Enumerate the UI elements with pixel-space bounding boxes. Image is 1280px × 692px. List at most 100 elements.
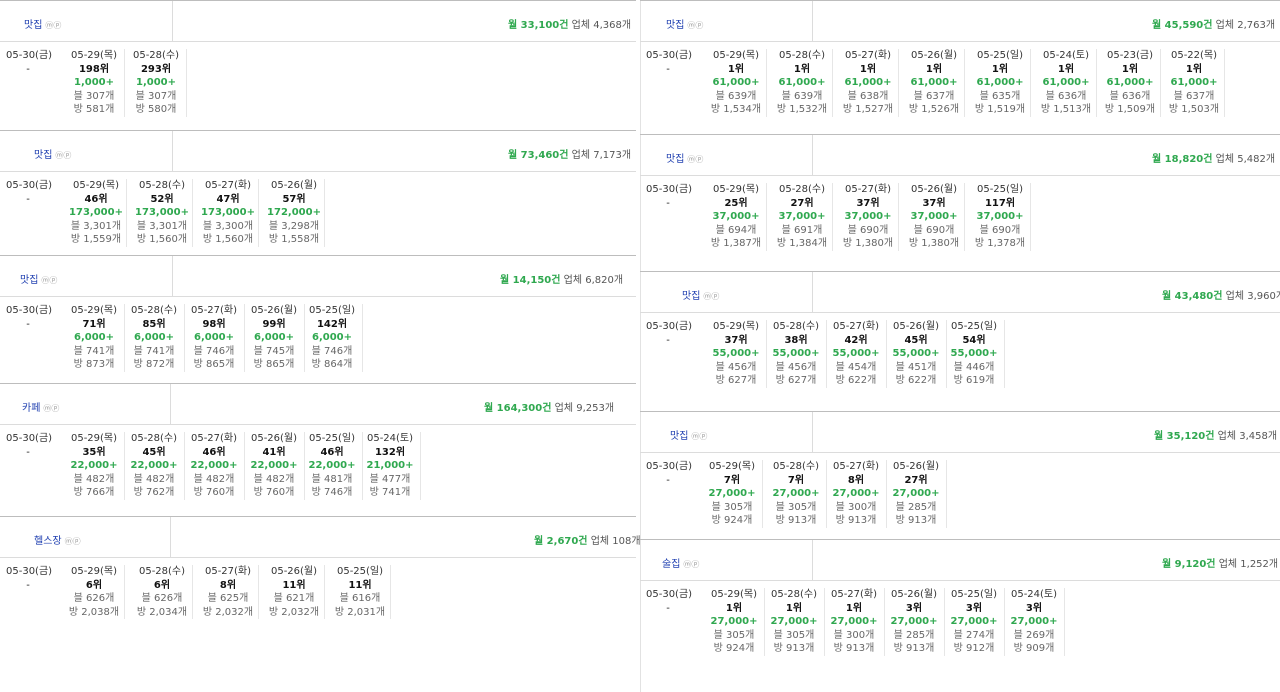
day-column: 05-27(화) 42위 55,000+ 블 454개 방 622개 <box>826 320 887 388</box>
day-date: 05-27(화) <box>190 305 238 316</box>
day-date: 05-23(금) <box>1106 50 1154 61</box>
day-date: 05-26(월) <box>910 184 958 195</box>
day-date: 05-30(금) <box>6 180 53 191</box>
monthly-volume: 월 43,480건 <box>1162 291 1223 302</box>
day-rank: 1위 <box>859 63 877 75</box>
keyword-link[interactable]: 맛집 ⓜⓟ <box>682 287 719 302</box>
day-rank: 85위 <box>142 318 166 330</box>
day-column: 05-27(화) 1위 61,000+ 블 638개 방 1,527개 <box>838 49 899 117</box>
bang-count: 방 1,380개 <box>842 238 894 249</box>
search-volume-summary: 월 2,670건 업체 108개 <box>534 532 641 547</box>
day-views: 22,000+ <box>308 460 356 471</box>
blog-count: 블 746개 <box>193 345 235 357</box>
day-views: 22,000+ <box>70 460 118 471</box>
day-views: 37,000+ <box>778 211 826 222</box>
day-column: 05-28(수) 38위 55,000+ 블 456개 방 627개 <box>766 320 827 388</box>
day-rank: 8위 <box>219 579 237 591</box>
bang-count: 방 762개 <box>133 487 175 498</box>
day-column-today: 05-30(금) - <box>646 320 692 347</box>
keyword-text[interactable]: 맛집 <box>666 20 685 31</box>
day-rank: 132위 <box>374 446 406 458</box>
panel-header: 카페 ⓜⓟ 월 164,300건 업체 9,253개 <box>0 384 636 425</box>
bang-count: 방 2,034개 <box>136 606 188 618</box>
keyword-link[interactable]: 맛집 ⓜⓟ <box>24 16 61 31</box>
panel-header: 맛집 ⓜⓟ 월 45,590건 업체 2,763개 <box>640 1 1280 42</box>
panel-header: 헬스장 ⓜⓟ 월 2,670건 업체 108개 <box>0 517 641 558</box>
day-views: 61,000+ <box>910 77 958 88</box>
day-views: 173,000+ <box>135 207 189 218</box>
day-views: 61,000+ <box>1106 77 1154 88</box>
panel-header: 맛집 ⓜⓟ 월 14,150건 업체 6,820개 <box>0 256 636 297</box>
day-rank-empty: - <box>26 318 30 330</box>
monthly-volume: 월 73,460건 <box>508 150 569 161</box>
day-rank: 1위 <box>925 63 943 75</box>
bang-count: 방 913개 <box>895 515 937 526</box>
keyword-link[interactable]: 카페 ⓜⓟ <box>22 399 59 414</box>
panel-header: 술집 ⓜⓟ 월 9,120건 업체 1,252개 <box>640 540 1280 581</box>
keyword-text[interactable]: 맛집 <box>20 275 39 286</box>
day-column: 05-26(월) 1위 61,000+ 블 637개 방 1,526개 <box>904 49 965 117</box>
bang-count: 방 909개 <box>1013 643 1055 654</box>
day-column: 05-25(일) 54위 55,000+ 블 446개 방 619개 <box>944 320 1005 388</box>
day-rank: 37위 <box>724 334 748 346</box>
keyword-text[interactable]: 맛집 <box>682 291 701 302</box>
keyword-link[interactable]: 맛집 ⓜⓟ <box>666 16 703 31</box>
day-column: 05-28(수) 6위 블 626개 방 2,034개 <box>132 565 193 619</box>
day-rank: 142위 <box>316 318 348 330</box>
day-rank-empty: - <box>666 474 670 486</box>
day-column: 05-25(일) 11위 블 616개 방 2,031개 <box>330 565 391 619</box>
blog-count: 블 626개 <box>73 593 115 604</box>
keyword-link[interactable]: 맛집 ⓜⓟ <box>666 150 703 165</box>
keyword-link[interactable]: 맛집 ⓜⓟ <box>34 146 71 161</box>
day-date: 05-27(화) <box>844 184 892 195</box>
blog-count: 블 3,298개 <box>268 220 320 232</box>
day-rank: 1위 <box>1057 63 1075 75</box>
day-rank: 98위 <box>202 318 226 330</box>
day-column: 05-28(수) 52위 173,000+ 블 3,301개 방 1,560개 <box>132 179 193 247</box>
keyword-text[interactable]: 카페 <box>22 403 41 414</box>
blog-count: 블 482개 <box>133 473 175 485</box>
bang-count: 방 1,519개 <box>974 104 1026 115</box>
keyword-text[interactable]: 맛집 <box>24 20 43 31</box>
search-volume-summary: 월 164,300건 업체 9,253개 <box>484 399 614 414</box>
keyword-link[interactable]: 헬스장 ⓜⓟ <box>34 532 81 547</box>
business-count: 업체 2,763개 <box>1215 20 1276 31</box>
day-views: 6,000+ <box>193 332 234 343</box>
blog-count: 블 741개 <box>73 345 115 357</box>
blog-count: 블 477개 <box>369 473 411 485</box>
day-column-today: 05-30(금) - <box>646 588 692 615</box>
rank-panel: 카페 ⓜⓟ 월 164,300건 업체 9,253개 05-30(금) - 05-29(목… <box>0 383 636 516</box>
blog-count: 블 305개 <box>711 501 753 513</box>
keyword-text[interactable]: 헬스장 <box>34 536 62 547</box>
keyword-text[interactable]: 맛집 <box>34 150 53 161</box>
blog-count: 블 690개 <box>979 224 1021 236</box>
keyword-text[interactable]: 술집 <box>662 559 681 570</box>
day-rank-empty: - <box>666 197 670 209</box>
day-column: 05-29(목) 7위 27,000+ 블 305개 방 924개 <box>702 460 763 528</box>
day-date: 05-29(목) <box>712 321 760 332</box>
day-rank: 7위 <box>723 474 741 486</box>
keyword-link[interactable]: 맛집 ⓜⓟ <box>20 271 57 286</box>
business-count: 업체 6,820개 <box>563 275 624 286</box>
day-date: 05-28(수) <box>130 305 178 316</box>
day-column: 05-24(토) 3위 27,000+ 블 269개 방 909개 <box>1004 588 1065 656</box>
bang-count: 방 865개 <box>253 359 295 370</box>
day-date: 05-27(화) <box>844 50 892 61</box>
keyword-link[interactable]: 맛집 ⓜⓟ <box>670 427 707 442</box>
bang-count: 방 872개 <box>133 359 175 370</box>
day-rank: 45위 <box>904 334 928 346</box>
day-column: 05-27(화) 47위 173,000+ 블 3,300개 방 1,560개 <box>198 179 259 247</box>
blog-count: 블 741개 <box>133 345 175 357</box>
day-column-today: 05-30(금) - <box>6 565 52 592</box>
day-rank: 3위 <box>1025 602 1043 614</box>
blog-count: 블 616개 <box>339 593 381 604</box>
day-rank: 46위 <box>84 193 108 205</box>
day-views: 27,000+ <box>1010 616 1058 627</box>
day-date: 05-26(월) <box>892 461 940 472</box>
keyword-text[interactable]: 맛집 <box>666 154 685 165</box>
bang-count: 방 1,513개 <box>1040 104 1092 115</box>
keyword-text[interactable]: 맛집 <box>670 431 689 442</box>
day-rank: 6위 <box>85 579 103 591</box>
day-rank: 42위 <box>844 334 868 346</box>
keyword-link[interactable]: 술집 ⓜⓟ <box>662 555 699 570</box>
